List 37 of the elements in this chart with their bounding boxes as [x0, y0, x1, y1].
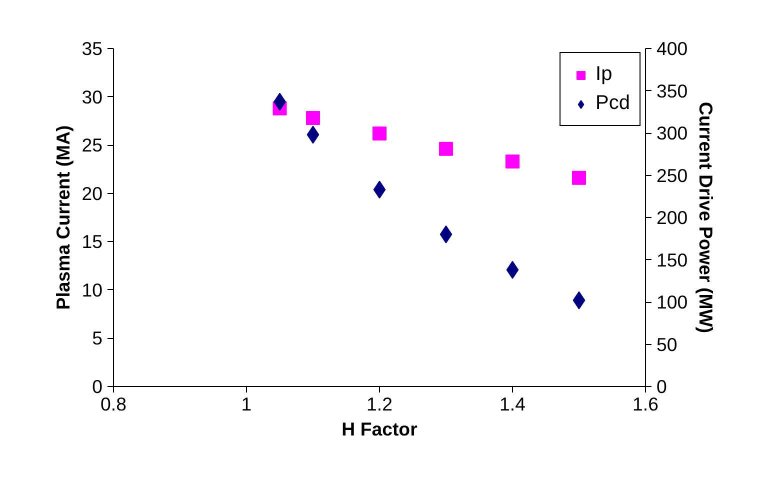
y-tick-label: 15	[82, 231, 103, 252]
x-tick-label: 0.8	[100, 394, 126, 414]
point	[506, 260, 519, 279]
legend-label: Pcd	[596, 92, 630, 115]
y2-tick-label: 100	[656, 292, 688, 312]
point	[306, 111, 320, 126]
point	[572, 170, 586, 185]
y-axis-title: Plasma Current (MA)	[52, 125, 74, 310]
y-tick-label: 10	[82, 279, 103, 300]
y-tick-label: 25	[82, 134, 103, 156]
y-tick-label: 0	[92, 376, 103, 397]
y-tick-label: 5	[92, 328, 103, 349]
point	[439, 142, 453, 156]
x-tick-label: 1	[241, 394, 252, 414]
legend-label: Ip	[596, 63, 614, 86]
x-tick-label: 1.4	[500, 394, 526, 414]
point	[372, 126, 386, 140]
x-axis-title: H Factor	[342, 418, 418, 440]
y2-tick-label: 250	[656, 164, 688, 186]
y-tick-label: 20	[82, 182, 103, 204]
y2-tick-label: 300	[656, 122, 688, 144]
y2-tick-label: 50	[656, 334, 678, 355]
y2-axis-title: Current Drive Power (MW)	[696, 102, 717, 334]
y2-tick-label: 0	[656, 376, 667, 397]
y-tick-label: 35	[82, 38, 103, 59]
y2-tick-label: 200	[656, 207, 688, 228]
y2-tick-label: 150	[656, 249, 688, 270]
y2-tick-label: 350	[656, 80, 688, 102]
point	[440, 225, 452, 244]
x-tick-label: 1.6	[632, 394, 658, 414]
point	[306, 126, 320, 144]
y-tick-label: 30	[82, 86, 103, 108]
point	[373, 180, 386, 199]
point	[572, 291, 586, 310]
point	[506, 154, 520, 168]
y2-tick-label: 400	[656, 38, 688, 59]
x-tick-label: 1.2	[366, 394, 392, 414]
